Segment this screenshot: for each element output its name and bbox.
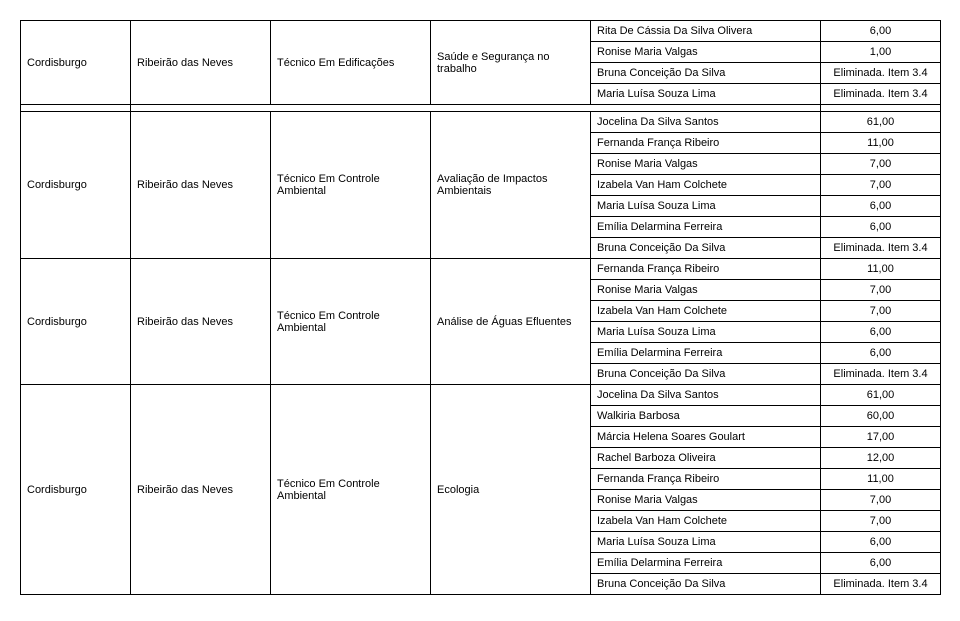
candidate-name: Rachel Barboza Oliveira <box>591 448 821 469</box>
table-row: CordisburgoRibeirão das NevesTécnico Em … <box>21 259 941 280</box>
candidate-name: Fernanda França Ribeiro <box>591 133 821 154</box>
city-cell: Cordisburgo <box>21 112 131 259</box>
subject-cell: Avaliação de Impactos Ambientais <box>431 112 591 259</box>
candidate-name: Walkiria Barbosa <box>591 406 821 427</box>
candidate-score: 6,00 <box>821 322 941 343</box>
course-cell: Técnico Em Controle Ambiental <box>271 112 431 259</box>
candidate-name: Izabela Van Ham Colchete <box>591 511 821 532</box>
course-cell: Técnico Em Edificações <box>271 21 431 105</box>
candidate-name: Bruna Conceição Da Silva <box>591 63 821 84</box>
table-row: CordisburgoRibeirão das NevesTécnico Em … <box>21 21 941 42</box>
district-cell: Ribeirão das Neves <box>131 259 271 385</box>
candidate-score: Eliminada. Item 3.4 <box>821 84 941 105</box>
candidate-name: Emília Delarmina Ferreira <box>591 217 821 238</box>
candidate-score: Eliminada. Item 3.4 <box>821 63 941 84</box>
district-cell: Ribeirão das Neves <box>131 112 271 259</box>
candidate-name: Maria Luísa Souza Lima <box>591 532 821 553</box>
district-cell: Ribeirão das Neves <box>131 385 271 595</box>
candidate-score: 6,00 <box>821 532 941 553</box>
spacer-row <box>21 105 941 112</box>
candidate-score: 7,00 <box>821 154 941 175</box>
candidate-score: 11,00 <box>821 469 941 490</box>
candidate-name: Jocelina Da Silva Santos <box>591 112 821 133</box>
candidate-name: Fernanda França Ribeiro <box>591 259 821 280</box>
course-cell: Técnico Em Controle Ambiental <box>271 385 431 595</box>
city-cell: Cordisburgo <box>21 385 131 595</box>
table-row: CordisburgoRibeirão das NevesTécnico Em … <box>21 112 941 133</box>
candidate-score: 6,00 <box>821 196 941 217</box>
city-cell: Cordisburgo <box>21 21 131 105</box>
candidate-score: 6,00 <box>821 343 941 364</box>
subject-cell: Saúde e Segurança no trabalho <box>431 21 591 105</box>
candidate-score: 61,00 <box>821 385 941 406</box>
candidate-score: 7,00 <box>821 301 941 322</box>
candidate-score: 7,00 <box>821 175 941 196</box>
candidate-score: Eliminada. Item 3.4 <box>821 574 941 595</box>
candidate-score: 6,00 <box>821 21 941 42</box>
city-cell: Cordisburgo <box>21 259 131 385</box>
candidate-name: Ronise Maria Valgas <box>591 490 821 511</box>
candidate-name: Emília Delarmina Ferreira <box>591 553 821 574</box>
candidate-name: Maria Luísa Souza Lima <box>591 196 821 217</box>
candidate-name: Maria Luísa Souza Lima <box>591 84 821 105</box>
candidate-name: Bruna Conceição Da Silva <box>591 238 821 259</box>
results-table: CordisburgoRibeirão das NevesTécnico Em … <box>20 20 941 595</box>
candidate-name: Ronise Maria Valgas <box>591 154 821 175</box>
candidate-name: Jocelina Da Silva Santos <box>591 385 821 406</box>
candidate-name: Izabela Van Ham Colchete <box>591 301 821 322</box>
candidate-name: Izabela Van Ham Colchete <box>591 175 821 196</box>
candidate-name: Bruna Conceição Da Silva <box>591 574 821 595</box>
table-row: CordisburgoRibeirão das NevesTécnico Em … <box>21 385 941 406</box>
candidate-score: 7,00 <box>821 511 941 532</box>
candidate-name: Márcia Helena Soares Goulart <box>591 427 821 448</box>
candidate-name: Fernanda França Ribeiro <box>591 469 821 490</box>
course-cell: Técnico Em Controle Ambiental <box>271 259 431 385</box>
candidate-name: Ronise Maria Valgas <box>591 42 821 63</box>
candidate-score: 11,00 <box>821 259 941 280</box>
candidate-name: Rita De Cássia Da Silva Olivera <box>591 21 821 42</box>
candidate-score: Eliminada. Item 3.4 <box>821 238 941 259</box>
candidate-score: 11,00 <box>821 133 941 154</box>
district-cell: Ribeirão das Neves <box>131 21 271 105</box>
candidate-score: 7,00 <box>821 490 941 511</box>
candidate-name: Bruna Conceição Da Silva <box>591 364 821 385</box>
candidate-score: Eliminada. Item 3.4 <box>821 364 941 385</box>
candidate-score: 17,00 <box>821 427 941 448</box>
candidate-name: Ronise Maria Valgas <box>591 280 821 301</box>
candidate-score: 6,00 <box>821 553 941 574</box>
subject-cell: Ecologia <box>431 385 591 595</box>
candidate-name: Emília Delarmina Ferreira <box>591 343 821 364</box>
candidate-score: 6,00 <box>821 217 941 238</box>
candidate-score: 60,00 <box>821 406 941 427</box>
subject-cell: Análise de Águas Efluentes <box>431 259 591 385</box>
candidate-name: Maria Luísa Souza Lima <box>591 322 821 343</box>
candidate-score: 61,00 <box>821 112 941 133</box>
candidate-score: 1,00 <box>821 42 941 63</box>
candidate-score: 7,00 <box>821 280 941 301</box>
candidate-score: 12,00 <box>821 448 941 469</box>
